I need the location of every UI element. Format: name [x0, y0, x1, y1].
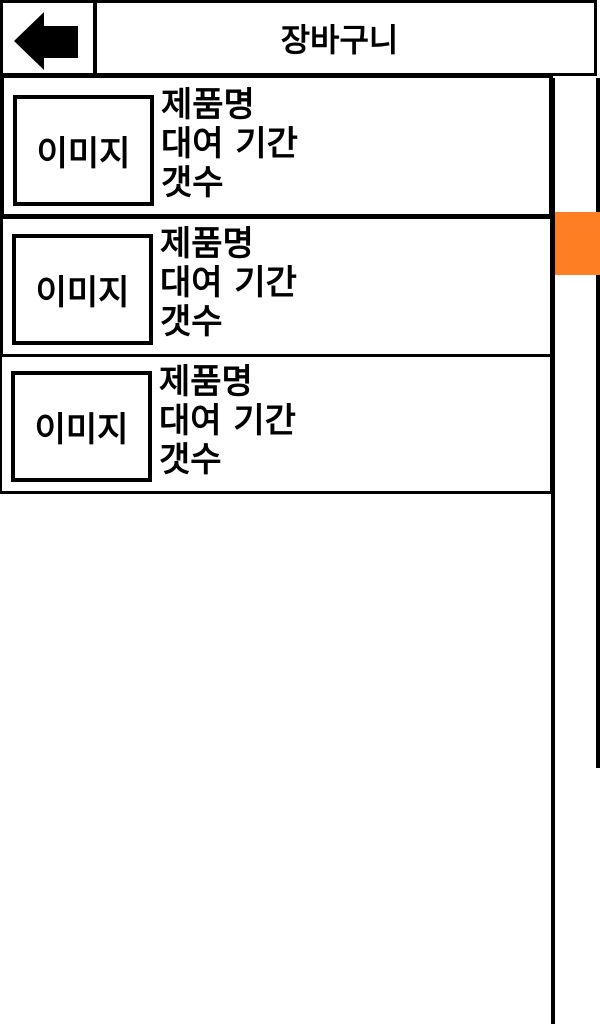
- rental-period: 대여 기간: [161, 124, 298, 164]
- product-image-placeholder: 이미지: [11, 371, 152, 482]
- product-image-placeholder: 이미지: [13, 95, 154, 206]
- rental-period: 대여 기간: [159, 401, 296, 441]
- page-title: 장바구니: [280, 21, 399, 59]
- product-name: 제품명: [160, 224, 254, 264]
- cart-item[interactable]: 이미지 제품명 대여 기간 갯수: [0, 357, 553, 494]
- quantity: 갯수: [161, 163, 224, 203]
- product-info: 제품명 대여 기간 갯수: [159, 363, 296, 480]
- back-arrow-icon: [14, 12, 78, 70]
- scrollbar-track[interactable]: [551, 78, 600, 1024]
- cart-item[interactable]: 이미지 제품명 대여 기간 갯수: [0, 74, 553, 219]
- title-bar: 장바구니: [95, 0, 597, 76]
- quantity: 갯수: [160, 302, 223, 342]
- app-header: 장바구니: [0, 0, 600, 78]
- product-image-placeholder: 이미지: [12, 234, 153, 345]
- quantity: 갯수: [159, 440, 222, 480]
- back-button[interactable]: [0, 0, 97, 76]
- cart-item[interactable]: 이미지 제품명 대여 기간 갯수: [0, 219, 553, 357]
- product-name: 제품명: [159, 362, 253, 402]
- product-info: 제품명 대여 기간 갯수: [160, 225, 297, 342]
- product-info: 제품명 대여 기간 갯수: [161, 86, 298, 203]
- product-name: 제품명: [161, 85, 255, 125]
- scrollbar-track-edge: [596, 78, 600, 768]
- rental-period: 대여 기간: [160, 263, 297, 303]
- scrollbar-thumb[interactable]: [555, 212, 600, 275]
